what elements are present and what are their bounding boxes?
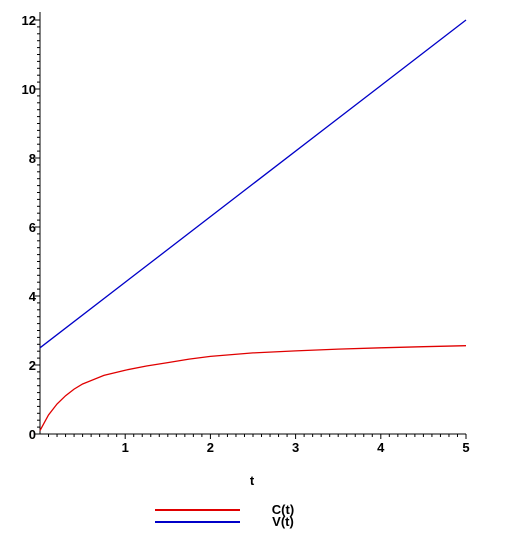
legend-label-0: C(t) — [272, 502, 294, 517]
y-tick-label: 10 — [22, 82, 36, 97]
x-tick-label: 3 — [292, 440, 299, 455]
series-lines — [39, 19, 467, 431]
x-tick-label: 4 — [377, 440, 385, 455]
y-tick-label: 6 — [29, 220, 36, 235]
series-line-1 — [39, 19, 467, 349]
y-tick-label: 2 — [29, 358, 36, 373]
y-tick-label: 4 — [29, 289, 37, 304]
y-tick-label: 8 — [29, 151, 36, 166]
y-tick-label: 0 — [29, 427, 36, 442]
tick-marks — [35, 19, 467, 439]
x-axis-label: t — [250, 473, 255, 488]
x-tick-label: 1 — [122, 440, 129, 455]
y-tick-label: 12 — [22, 13, 36, 28]
legend-label-1: V(t) — [272, 514, 294, 529]
legend: C(t)V(t) — [155, 502, 294, 529]
axes — [39, 12, 466, 435]
series-line-0 — [39, 345, 467, 431]
x-tick-label: 2 — [207, 440, 214, 455]
x-tick-label: 5 — [462, 440, 469, 455]
